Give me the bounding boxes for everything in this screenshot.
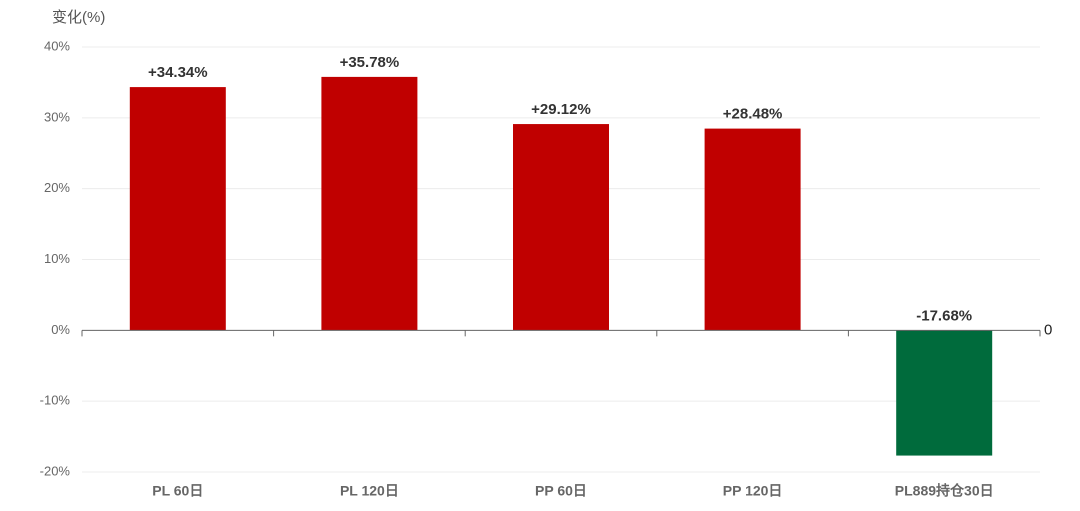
y-tick-label: 20% [44, 180, 70, 195]
x-tick-label: PL 60日 [152, 483, 203, 499]
data-label: -17.68% [916, 307, 972, 324]
y-tick-label: 0% [51, 322, 70, 337]
bar [513, 124, 609, 331]
y-tick-label: 10% [44, 251, 70, 266]
bar [704, 128, 801, 331]
x-tick-label: PL889持仓30日 [895, 483, 994, 499]
x-tick-label: PP 60日 [535, 483, 587, 499]
data-label: +34.34% [148, 64, 208, 81]
bar [896, 330, 993, 456]
y-tick-label: 40% [44, 38, 70, 53]
bar [129, 87, 226, 331]
data-label: +29.12% [531, 101, 591, 118]
annotation: 0 [1044, 321, 1052, 338]
data-label: +35.78% [340, 54, 400, 71]
data-label: +28.48% [723, 106, 783, 123]
y-tick-label: 30% [44, 109, 70, 124]
y-tick-label: -20% [40, 463, 71, 478]
bar [321, 76, 418, 331]
x-tick-label: PL 120日 [340, 483, 399, 499]
x-tick-label: PP 120日 [723, 483, 783, 499]
y-axis-title: 变化(%) [52, 9, 105, 26]
y-tick-label: -10% [40, 393, 71, 408]
